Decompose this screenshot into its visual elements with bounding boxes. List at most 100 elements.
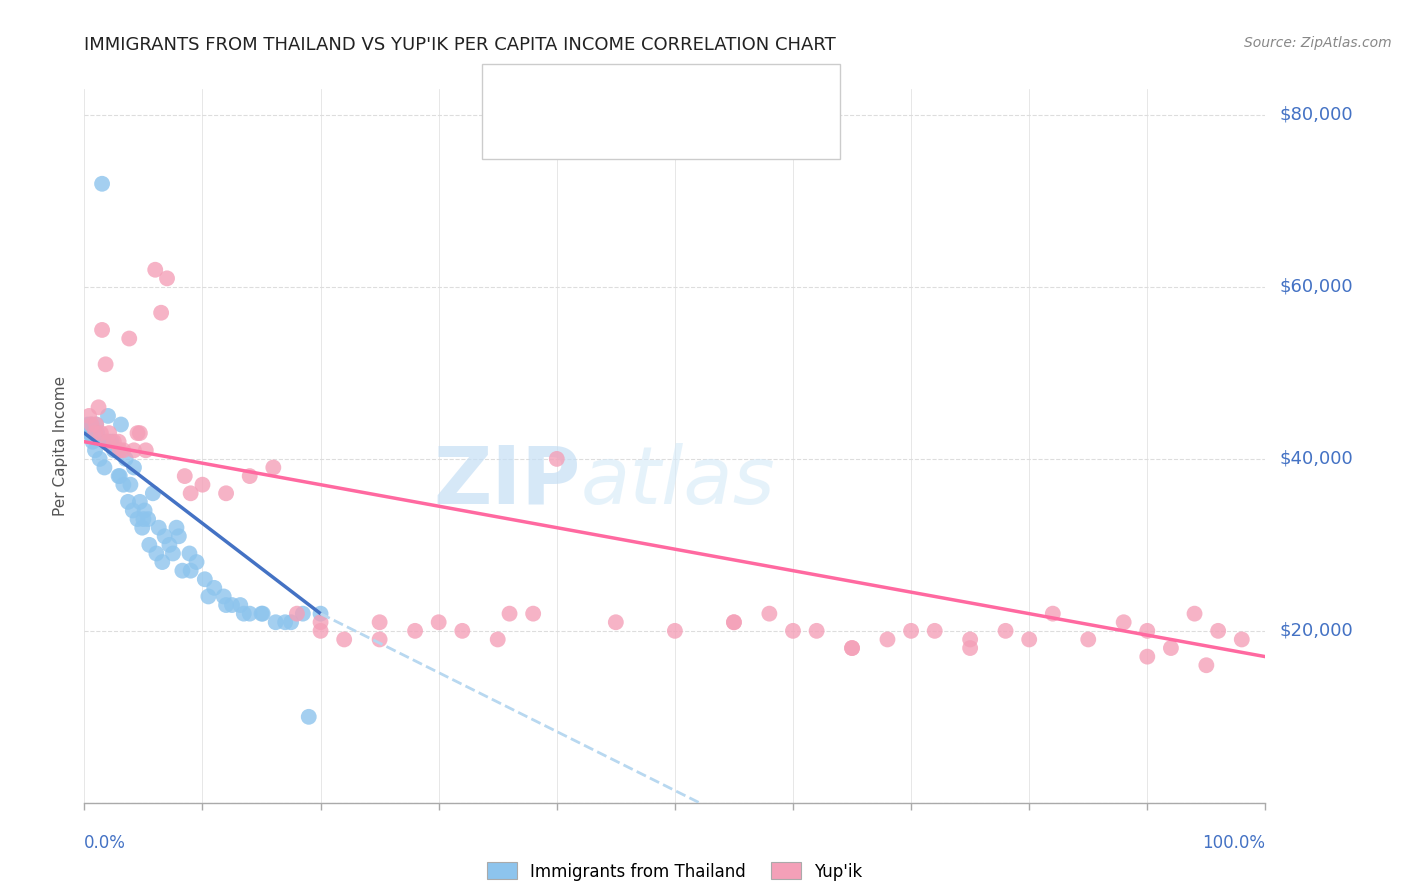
Point <box>86 426 108 441</box>
Point <box>806 624 828 638</box>
Point <box>309 615 332 630</box>
Point <box>250 607 273 621</box>
Text: -0.622: -0.622 <box>606 126 665 144</box>
Point <box>97 434 120 449</box>
Point <box>77 409 100 423</box>
Point <box>89 451 111 466</box>
Point <box>98 434 121 449</box>
Point <box>212 590 235 604</box>
Y-axis label: Per Capita Income: Per Capita Income <box>53 376 69 516</box>
Point <box>368 615 391 630</box>
Point <box>1184 607 1206 621</box>
Point <box>404 624 426 638</box>
Point <box>1018 632 1040 647</box>
Point <box>110 417 132 432</box>
Point <box>79 426 101 441</box>
Text: N = 63: N = 63 <box>716 79 778 97</box>
Text: $80,000: $80,000 <box>1279 106 1353 124</box>
Point <box>229 598 252 612</box>
Point <box>959 641 981 656</box>
Point <box>166 521 188 535</box>
Point <box>451 624 474 638</box>
Text: IMMIGRANTS FROM THAILAND VS YUP'IK PER CAPITA INCOME CORRELATION CHART: IMMIGRANTS FROM THAILAND VS YUP'IK PER C… <box>84 36 837 54</box>
Text: R =: R = <box>547 79 583 97</box>
Point <box>120 477 142 491</box>
Point <box>90 426 112 441</box>
Point <box>1136 649 1159 664</box>
Point <box>900 624 922 638</box>
Point <box>664 624 686 638</box>
Point <box>221 598 243 612</box>
Point <box>723 615 745 630</box>
Point <box>136 512 159 526</box>
Point <box>138 538 160 552</box>
Point <box>498 607 520 621</box>
Point <box>108 443 131 458</box>
Point <box>486 632 509 647</box>
Point <box>162 546 184 560</box>
Text: $20,000: $20,000 <box>1279 622 1353 640</box>
Point <box>605 615 627 630</box>
Point <box>194 572 217 586</box>
Text: R =: R = <box>547 126 583 144</box>
Point <box>112 477 135 491</box>
Point <box>1195 658 1218 673</box>
Point <box>1077 632 1099 647</box>
Point <box>150 555 173 569</box>
Point <box>84 426 107 441</box>
Point <box>98 426 121 441</box>
Point <box>145 546 167 560</box>
Point <box>239 469 262 483</box>
Point <box>841 641 863 656</box>
Point <box>924 624 946 638</box>
FancyBboxPatch shape <box>482 64 839 159</box>
Point <box>148 521 170 535</box>
Point <box>179 546 201 560</box>
Point <box>1136 624 1159 638</box>
Point <box>994 624 1017 638</box>
Point <box>107 443 129 458</box>
Text: 100.0%: 100.0% <box>1202 834 1265 852</box>
Point <box>309 607 332 621</box>
Text: $40,000: $40,000 <box>1279 450 1353 468</box>
Point <box>232 607 254 621</box>
Point <box>128 495 150 509</box>
Point <box>153 529 176 543</box>
Point <box>186 555 208 569</box>
Point <box>84 443 107 458</box>
Point <box>1112 615 1135 630</box>
Point <box>132 512 155 526</box>
Point <box>157 538 180 552</box>
Point <box>127 512 149 526</box>
Point <box>274 615 297 630</box>
Point <box>117 495 139 509</box>
Point <box>134 503 156 517</box>
Point <box>156 271 179 285</box>
Point <box>97 409 120 423</box>
Point <box>82 434 104 449</box>
Text: -0.291: -0.291 <box>606 79 665 97</box>
Point <box>142 486 165 500</box>
Point <box>93 460 115 475</box>
Point <box>1206 624 1229 638</box>
Point <box>782 624 804 638</box>
Point <box>172 564 194 578</box>
Point <box>522 607 544 621</box>
Point <box>103 434 125 449</box>
Legend: Immigrants from Thailand, Yup'ik: Immigrants from Thailand, Yup'ik <box>481 855 869 888</box>
Point <box>876 632 898 647</box>
Point <box>167 529 190 543</box>
Point <box>285 607 308 621</box>
Point <box>131 521 153 535</box>
Point <box>841 641 863 656</box>
Point <box>368 632 391 647</box>
Text: Source: ZipAtlas.com: Source: ZipAtlas.com <box>1244 36 1392 50</box>
Point <box>80 417 103 432</box>
Point <box>143 262 166 277</box>
Point <box>107 434 129 449</box>
Text: ZIP: ZIP <box>433 442 581 521</box>
Point <box>122 460 145 475</box>
Point <box>91 323 114 337</box>
FancyBboxPatch shape <box>489 119 537 152</box>
Point <box>91 177 114 191</box>
